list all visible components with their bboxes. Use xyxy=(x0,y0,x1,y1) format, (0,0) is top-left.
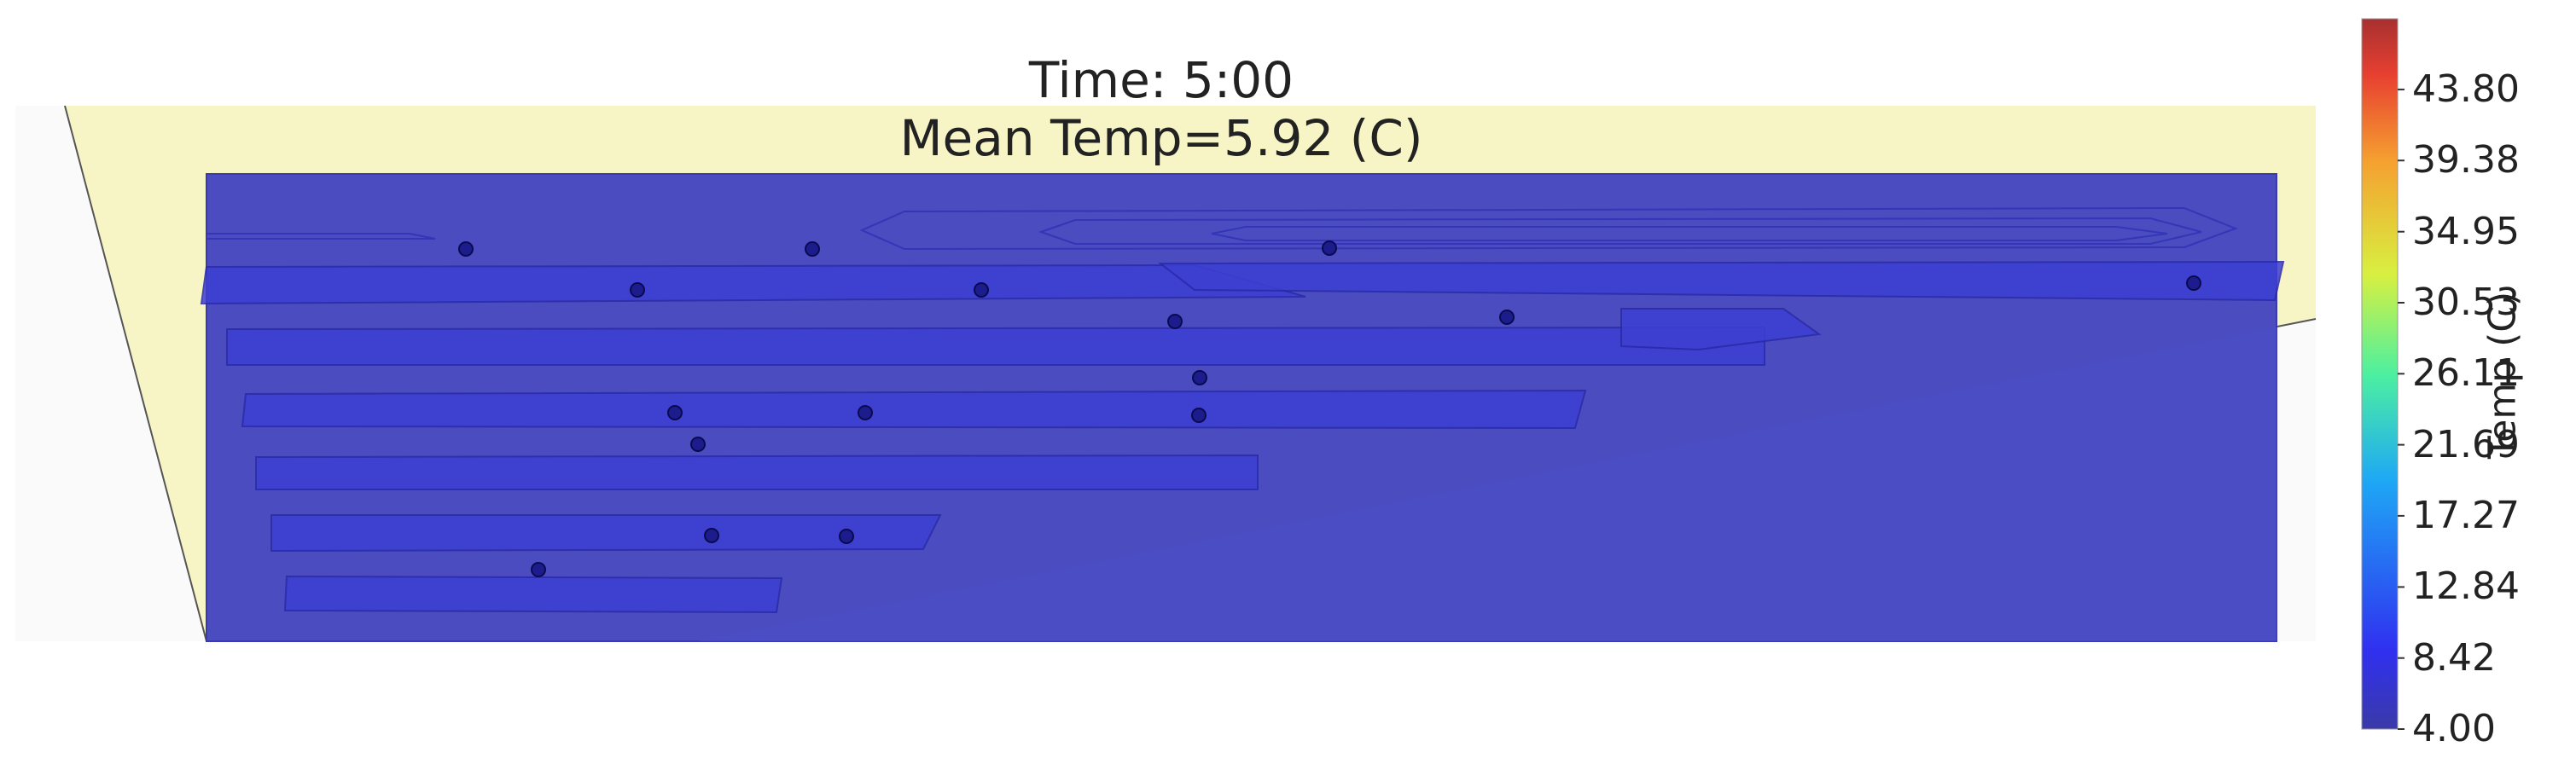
contour-line xyxy=(1038,217,2202,245)
colorbar-tick-label: 34.95 xyxy=(2412,209,2520,253)
sensor-point xyxy=(1191,408,1207,423)
sensor-point xyxy=(667,405,683,420)
sensor-point xyxy=(1192,370,1207,385)
sensor-point xyxy=(630,282,645,298)
colorbar-tick-label: 39.38 xyxy=(2412,138,2520,182)
sensor-point xyxy=(805,241,820,257)
sensor-point xyxy=(458,241,474,257)
colorbar-tick-label: 12.84 xyxy=(2412,564,2520,609)
zone-boundary xyxy=(64,105,207,642)
colorbar-tick-label: 26.11 xyxy=(2412,351,2520,396)
plot-row xyxy=(255,454,1259,490)
plot-row xyxy=(241,389,1587,430)
heatmap-field-region xyxy=(698,327,2277,641)
sensor-point xyxy=(839,529,854,544)
colorbar-gradient xyxy=(2362,19,2398,729)
sensor-point xyxy=(974,282,989,298)
plot-row xyxy=(270,514,942,553)
plot-row xyxy=(283,575,783,614)
sensor-point xyxy=(1499,310,1515,325)
colorbar-tick-label: 4.00 xyxy=(2412,707,2496,750)
sensor-point xyxy=(690,437,706,452)
plot-row xyxy=(1620,308,1822,351)
plot-row xyxy=(226,326,1765,366)
sensor-point xyxy=(1167,314,1183,329)
chart-subtitle: Mean Temp=5.92 (C) xyxy=(899,109,1423,167)
plot-row xyxy=(200,263,1306,304)
colorbar-tick-label: 30.53 xyxy=(2412,281,2520,324)
sensor-point xyxy=(858,405,873,420)
sensor-point xyxy=(531,562,546,577)
plot-row xyxy=(1158,260,2285,302)
contour-line xyxy=(859,206,2238,251)
sensor-point xyxy=(2186,275,2201,291)
colorbar-tick-label: 17.27 xyxy=(2412,493,2520,537)
colorbar-tick-label: 43.80 xyxy=(2412,67,2520,111)
colorbar-tick-label: 8.42 xyxy=(2412,635,2496,680)
chart-title: Time: 5:00 xyxy=(1028,51,1294,109)
colorbar-label: Temp (C) xyxy=(2480,291,2525,460)
sensor-point xyxy=(704,528,719,543)
contour-line xyxy=(1211,226,2168,241)
contour-line xyxy=(206,233,436,240)
colorbar-tick-label: 21.69 xyxy=(2412,422,2520,466)
sensor-point xyxy=(1322,240,1337,256)
